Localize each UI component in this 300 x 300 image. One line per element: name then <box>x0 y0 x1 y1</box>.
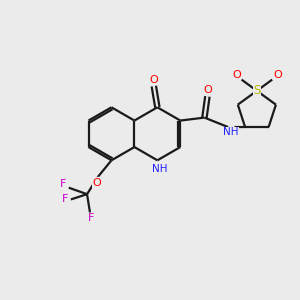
Text: O: O <box>273 70 282 80</box>
Text: NH: NH <box>152 164 167 173</box>
Text: F: F <box>60 179 67 189</box>
Text: F: F <box>88 213 94 223</box>
Text: O: O <box>232 70 241 80</box>
Text: F: F <box>62 194 69 205</box>
Text: NH: NH <box>223 127 239 137</box>
Text: O: O <box>203 85 212 95</box>
Text: S: S <box>253 84 261 97</box>
Text: O: O <box>92 178 101 188</box>
Text: O: O <box>149 75 158 85</box>
